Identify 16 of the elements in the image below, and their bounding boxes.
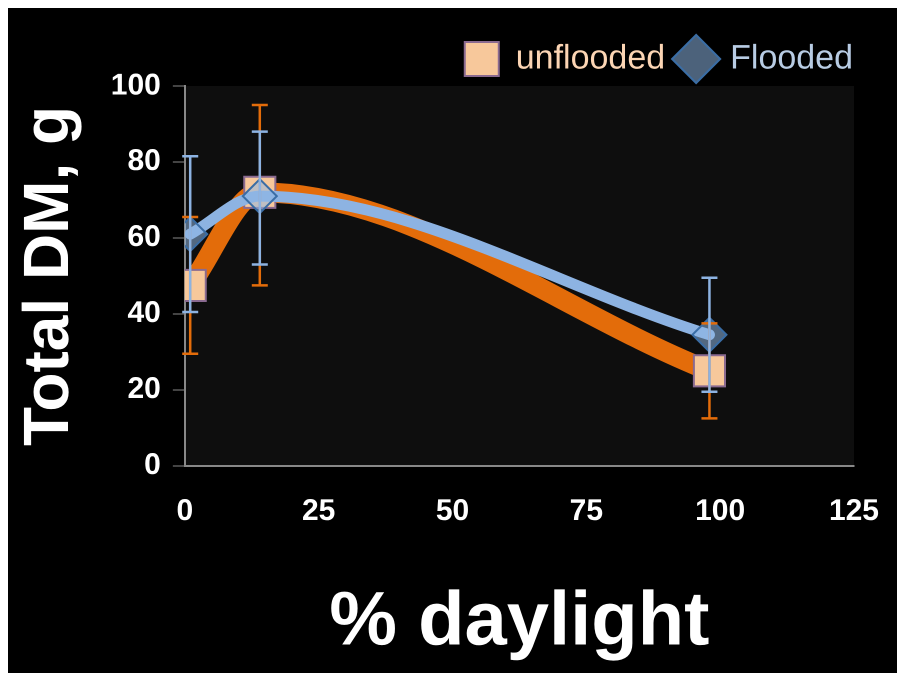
- y-tick-label: 40: [127, 296, 161, 330]
- y-tick-label: 0: [144, 448, 161, 482]
- x-tick-label: 75: [570, 494, 604, 528]
- y-axis-title: Total DM, g: [10, 106, 82, 446]
- legend-label: Flooded: [730, 38, 854, 76]
- y-tick-label: 80: [127, 144, 161, 178]
- y-tick-label: 100: [110, 68, 161, 102]
- y-tick-label: 60: [127, 220, 161, 254]
- x-tick-label: 0: [176, 494, 194, 528]
- y-tick-label: 20: [127, 372, 161, 406]
- x-tick-label: 25: [302, 494, 336, 528]
- x-tick-label: 125: [828, 494, 880, 528]
- x-axis-title: % daylight: [329, 576, 710, 662]
- legend-label: unflooded: [516, 38, 666, 76]
- x-tick-label: 50: [436, 494, 470, 528]
- x-tick-label: 100: [695, 494, 746, 528]
